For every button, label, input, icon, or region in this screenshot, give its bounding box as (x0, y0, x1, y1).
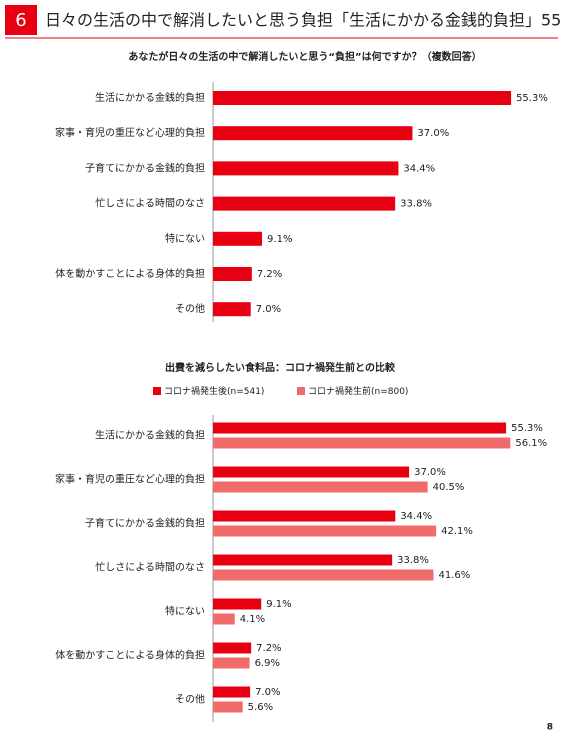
category-label: 体を動かすことによる身体的負担 (55, 649, 205, 662)
bar (213, 554, 393, 566)
value-label: 37.0% (417, 128, 449, 139)
category-label: その他 (175, 693, 205, 706)
bar (213, 302, 251, 317)
value-label: 7.0% (256, 304, 281, 315)
legend-label: コロナ禍発生後(n=541) (164, 385, 264, 397)
legend-label: コロナ禍発生前(n=800) (308, 385, 408, 397)
value-label: 34.4% (400, 511, 432, 522)
chart-title: 出費を減らしたい食料品：コロナ禍発生前との比較 (165, 361, 396, 374)
header-number: 6 (15, 10, 26, 31)
bar (213, 267, 252, 281)
category-label: 家事・育児の重圧など心理的負担 (55, 473, 205, 486)
value-label: 5.6% (248, 702, 273, 713)
bar (213, 525, 437, 537)
bar (213, 91, 512, 105)
value-label: 55.3% (511, 423, 543, 434)
value-label: 7.2% (256, 643, 281, 654)
bar (213, 613, 235, 625)
category-label: 生活にかかる金銭的負担 (95, 91, 205, 104)
bar (213, 657, 250, 669)
category-label: 特にない (165, 606, 205, 618)
bar (213, 126, 413, 141)
bar (213, 481, 428, 493)
value-label: 40.5% (433, 482, 465, 493)
bar (213, 437, 511, 449)
value-label: 41.6% (438, 570, 470, 581)
page-number: 8 (547, 723, 553, 732)
bar (213, 510, 396, 522)
category-label: 忙しさによる時間のなさ (95, 561, 205, 574)
category-label: 体を動かすことによる身体的負担 (55, 267, 205, 280)
category-label: 子育てにかかる金銭的負担 (85, 161, 205, 174)
bar (213, 569, 434, 581)
bar (213, 701, 243, 713)
value-label: 56.1% (515, 438, 547, 449)
value-label: 9.1% (266, 599, 291, 610)
value-label: 34.4% (403, 163, 435, 174)
category-label: 家事・育児の重圧など心理的負担 (55, 126, 205, 139)
category-label: 特にない (165, 233, 205, 245)
value-label: 37.0% (414, 467, 446, 478)
value-label: 7.0% (255, 687, 280, 698)
value-label: 42.1% (441, 526, 473, 537)
category-label: 子育てにかかる金銭的負担 (85, 517, 205, 530)
chart-title: あなたが日々の生活の中で解消したいと思う“負担”は何ですか？（複数回答） (128, 50, 481, 63)
bar (213, 161, 399, 176)
value-label: 7.2% (257, 269, 282, 280)
legend-swatch (297, 387, 305, 395)
value-label: 33.8% (400, 199, 432, 210)
bar (213, 466, 410, 478)
value-label: 6.9% (255, 658, 280, 669)
bar (213, 231, 263, 246)
value-label: 33.8% (397, 555, 429, 566)
legend-swatch (153, 387, 161, 395)
bar (213, 598, 262, 610)
category-label: 忙しさによる時間のなさ (95, 197, 205, 210)
bar (213, 422, 507, 434)
header-title: 日々の生活の中で解消したいと思う負担「生活にかかる金銭的負担」55.3% (45, 11, 563, 30)
bar (213, 686, 251, 698)
category-label: 生活にかかる金銭的負担 (95, 429, 205, 442)
category-label: その他 (175, 302, 205, 315)
bar (213, 642, 252, 654)
value-label: 55.3% (516, 93, 548, 104)
bar (213, 196, 396, 211)
value-label: 9.1% (267, 234, 292, 245)
header-badge (5, 5, 37, 35)
value-label: 4.1% (240, 614, 265, 625)
